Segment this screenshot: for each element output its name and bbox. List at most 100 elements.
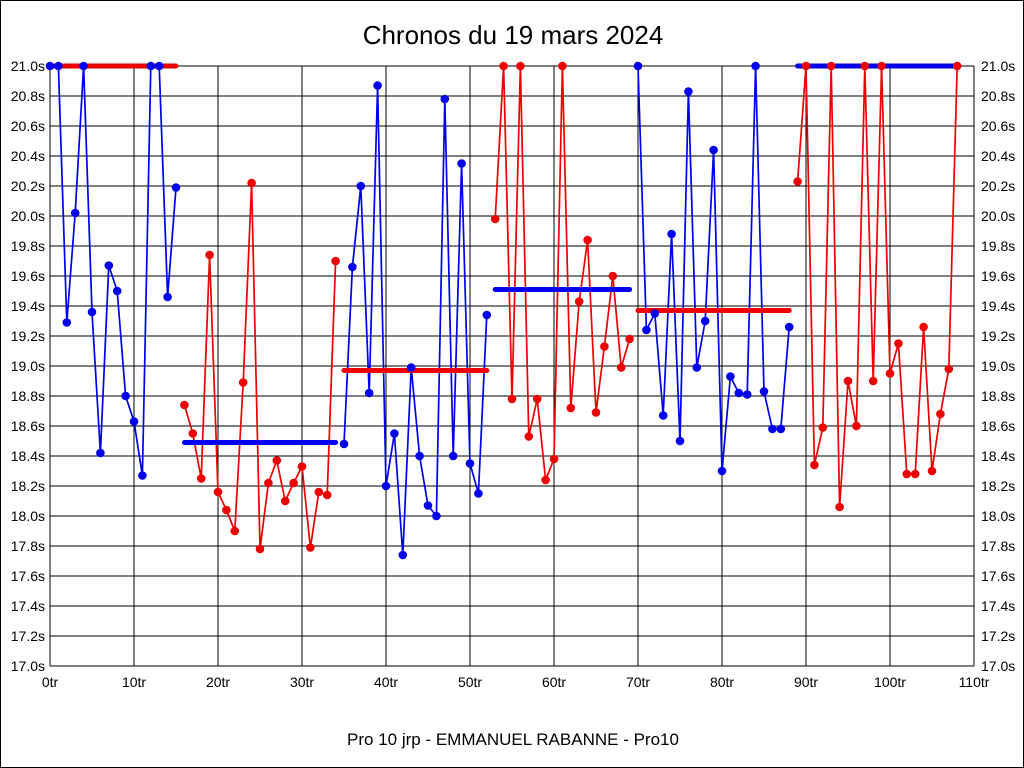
y-tick-label: 20.2s [981,178,1015,194]
y-tick-label: 20.4s [11,148,45,164]
lap-dot [717,466,727,476]
lap-dot [314,487,324,497]
run-6-line [796,65,959,508]
lap-dot [751,61,760,71]
lap-dot [432,511,441,521]
y-tick-label: 19.0s [981,358,1015,374]
y-tick-label: 18.2s [981,478,1015,494]
lap-dot [667,229,676,239]
lap-dot [633,61,643,71]
lap-dot [62,318,72,327]
lap-dot [658,411,668,420]
lap-dot [306,543,315,552]
y-tick-label: 20.8s [981,88,1015,104]
lap-dot [230,526,240,536]
lap-dot [642,325,651,335]
lap-dot [625,334,634,344]
y-tick-label: 17.2s [981,628,1015,644]
lap-dot [247,178,256,188]
lap-dot [457,159,466,168]
lap-dot [566,403,576,413]
lap-dot [742,390,752,399]
lap-dot [146,61,156,71]
run-5-series [633,61,794,476]
lap-dot [692,363,702,372]
run-4-line [494,65,631,481]
y-tick-label: 17.6s [11,568,45,584]
y-tick-label: 20.8s [11,88,45,104]
lap-dot [843,376,853,386]
lap-dot [810,460,819,470]
y-tick-label: 20.0s [981,208,1015,224]
y-tick-label: 18.4s [11,448,45,464]
y-tick-label: 18.8s [11,388,45,404]
x-tick-label: 90tr [794,674,818,690]
lap-dot [600,342,609,351]
y-tick-label: 18.2s [11,478,45,494]
lap-dot [868,376,878,386]
y-tick-label: 17.8s [981,538,1015,554]
lap-dot [541,475,550,485]
lap-dot [700,316,710,326]
y-tick-label: 21.0s [981,58,1015,74]
lap-dot [297,462,307,471]
lap-dot [952,61,962,71]
y-tick-label: 20.4s [981,148,1015,164]
lap-dot [684,87,693,96]
x-tick-label: 40tr [374,674,398,690]
lap-dot [910,469,920,479]
lap-dot [507,394,517,404]
lap-dot [608,271,618,281]
lap-dot [709,145,718,155]
x-tick-label: 30tr [290,674,314,690]
lap-dot [264,478,273,488]
y-tick-label: 19.8s [11,238,45,254]
lap-dot [96,448,105,458]
lap-dot [650,309,660,318]
lap-dot [776,424,786,434]
lap-dot [448,451,458,461]
lap-dot [616,363,626,372]
y-tick-label: 17.0s [981,658,1015,674]
lap-dot [835,502,844,512]
lap-dot [381,481,391,491]
chart-subtitle: Pro 10 jrp - EMMANUEL RABANNE - Pro10 [347,730,679,749]
run-2-series [180,178,340,554]
lap-dot [255,544,265,554]
lap-dot [524,432,534,441]
lap-dot [121,391,130,401]
lap-dot [322,490,332,500]
lap-dot [112,286,122,296]
lap-dot [482,310,492,320]
lap-dot [171,183,181,192]
run-4-series [490,61,634,485]
x-axis-labels: 0tr 10tr 20tr 30tr 40tr 50tr 60tr 70tr 80tr 90tr 1… [42,674,990,690]
lap-dot [356,181,366,191]
y-tick-label: 19.6s [11,268,45,284]
lap-dot [826,61,836,71]
lap-dot [154,61,164,71]
lap-dot [944,364,954,374]
lap-dot [768,424,777,434]
lap-dot [70,208,80,218]
x-tick-label: 110tr [959,674,990,690]
y-tick-label: 18.8s [981,388,1015,404]
lap-dot [45,61,55,71]
lap-dot [87,307,97,317]
lap-dot [406,363,416,372]
lap-dot [364,388,374,398]
lap-dot [196,474,206,483]
lap-dot [415,451,424,461]
lap-dot [583,235,592,245]
run-1-series [45,61,181,480]
lap-dot [549,454,559,464]
lap-dot [423,501,433,510]
y-tick-label: 19.6s [981,268,1015,284]
lap-dot [188,429,198,438]
run-6-series [793,61,962,512]
lap-dot [289,478,298,488]
lap-dot [852,421,861,431]
y-axis-right-labels: 21.0s 20.8s 20.6s 20.4s 20.2s 20.0s 19.8s 19.6s… [981,58,1015,674]
lap-dot [860,61,870,71]
x-tick-label: 0tr [42,674,59,690]
